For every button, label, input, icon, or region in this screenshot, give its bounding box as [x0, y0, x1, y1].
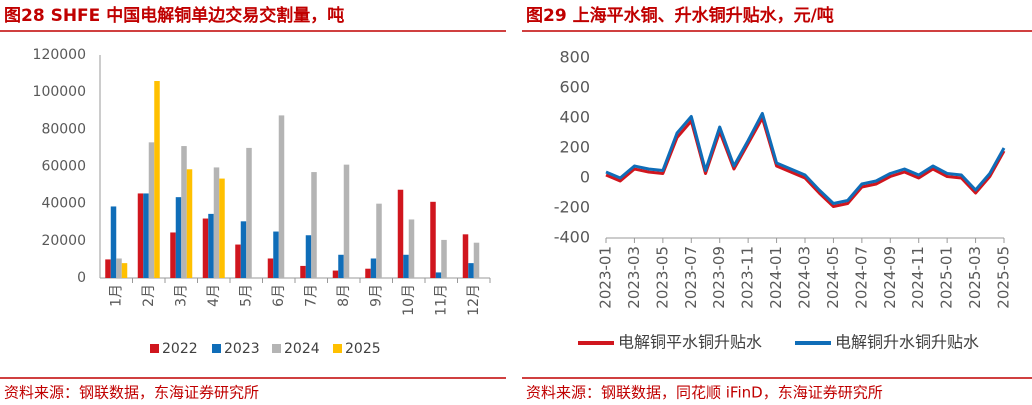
y-tick-label: -400 — [554, 228, 590, 247]
x-tick-label: 2023-05 — [653, 246, 671, 309]
bar — [462, 234, 469, 278]
bar — [246, 147, 252, 278]
legend-swatch — [212, 344, 221, 353]
bar — [397, 189, 404, 278]
legend-label: 2024 — [284, 341, 320, 357]
x-tick-label: 2025-05 — [995, 246, 1013, 309]
x-tick-label: 2024-09 — [881, 246, 899, 309]
legend-label: 电解铜升水铜升贴水 — [835, 333, 979, 352]
bar — [338, 254, 344, 278]
bar — [175, 197, 182, 278]
legend-swatch — [333, 344, 342, 353]
bar — [121, 263, 128, 278]
bar — [376, 203, 382, 278]
x-tick-label: 2025-01 — [938, 246, 956, 309]
bar — [311, 172, 317, 278]
legend-label: 2023 — [224, 341, 260, 357]
bar — [403, 254, 409, 278]
chart-title: 图29 上海平水铜、升水铜升贴水，元/吨 — [526, 5, 834, 26]
x-tick-label: 12月 — [466, 284, 482, 316]
bar — [430, 201, 436, 278]
bar — [219, 178, 225, 278]
bar — [370, 258, 377, 278]
y-tick-label: 100000 — [33, 84, 86, 100]
bar — [408, 219, 415, 278]
x-tick-label: 10月 — [401, 284, 417, 316]
x-tick-label: 2023-11 — [739, 246, 757, 309]
bar — [441, 239, 447, 278]
bar — [435, 272, 442, 278]
bar — [143, 193, 149, 278]
source: 资料来源：钢联数据，东海证券研究所 — [4, 384, 259, 402]
x-tick-label: 6月 — [271, 284, 287, 307]
legend-label: 2025 — [345, 341, 381, 357]
x-tick-label: 2024-05 — [824, 246, 842, 309]
y-tick-label: 60000 — [41, 159, 86, 175]
bar — [181, 146, 187, 278]
bar — [170, 232, 176, 278]
bar — [105, 259, 111, 278]
bar — [116, 258, 122, 278]
bar — [240, 221, 247, 278]
bar — [110, 206, 117, 278]
x-tick-label: 2023-01 — [597, 246, 615, 309]
x-tick-label: 4月 — [206, 284, 222, 307]
legend-label: 2022 — [162, 341, 198, 357]
chart-title: 图28 SHFE 中国电解铜单边交易交割量，吨 — [4, 5, 344, 26]
y-tick-label: 800 — [559, 48, 590, 67]
y-tick-label: -200 — [554, 198, 590, 217]
legend-label: 电解铜平水铜升贴水 — [618, 333, 762, 352]
y-tick-label: 0 — [580, 168, 590, 187]
y-tick-label: 80000 — [41, 121, 86, 137]
x-tick-label: 2024-07 — [852, 246, 870, 309]
bar — [235, 244, 241, 278]
bar — [278, 115, 285, 278]
x-tick-label: 2023-09 — [710, 246, 728, 309]
bar — [305, 235, 312, 278]
x-tick-label: 9月 — [368, 284, 384, 307]
bar — [202, 218, 209, 278]
y-tick-label: 400 — [559, 108, 590, 127]
bar — [365, 268, 371, 278]
bar — [300, 265, 306, 278]
x-tick-label: 2024-03 — [796, 246, 814, 309]
bar — [137, 193, 144, 278]
x-tick-label: 7月 — [303, 284, 319, 307]
bar — [468, 263, 474, 278]
bar — [148, 142, 155, 278]
y-tick-label: 20000 — [41, 233, 86, 249]
x-tick-label: 8月 — [336, 284, 352, 307]
x-tick-label: 2023-07 — [682, 246, 700, 309]
legend-swatch — [150, 344, 159, 353]
y-tick-label: 200 — [559, 138, 590, 157]
bar — [273, 231, 279, 278]
y-tick-label: 120000 — [33, 47, 86, 63]
x-tick-label: 2025-03 — [966, 246, 984, 309]
x-tick-label: 2024-01 — [767, 246, 785, 309]
bar — [186, 169, 193, 278]
y-tick-label: 40000 — [41, 196, 86, 212]
x-tick-label: 3月 — [173, 284, 189, 307]
y-tick-label: 0 — [77, 270, 86, 286]
source: 资料来源：钢联数据，同花顺 iFinD，东海证券研究所 — [526, 384, 883, 402]
bar — [473, 242, 480, 278]
x-tick-label: 2024-11 — [909, 246, 927, 309]
bar — [154, 81, 160, 279]
legend-swatch — [272, 344, 281, 353]
bar — [213, 167, 220, 278]
y-tick-label: 600 — [559, 78, 590, 97]
x-tick-label: 11月 — [433, 284, 449, 316]
x-tick-label: 5月 — [238, 284, 254, 307]
bar — [332, 270, 339, 278]
bar — [267, 258, 274, 278]
x-tick-label: 2月 — [141, 284, 157, 307]
x-tick-label: 2023-03 — [625, 246, 643, 309]
bar — [343, 164, 350, 278]
x-tick-label: 1月 — [108, 284, 124, 307]
line — [605, 112, 1006, 205]
bar — [208, 213, 214, 278]
